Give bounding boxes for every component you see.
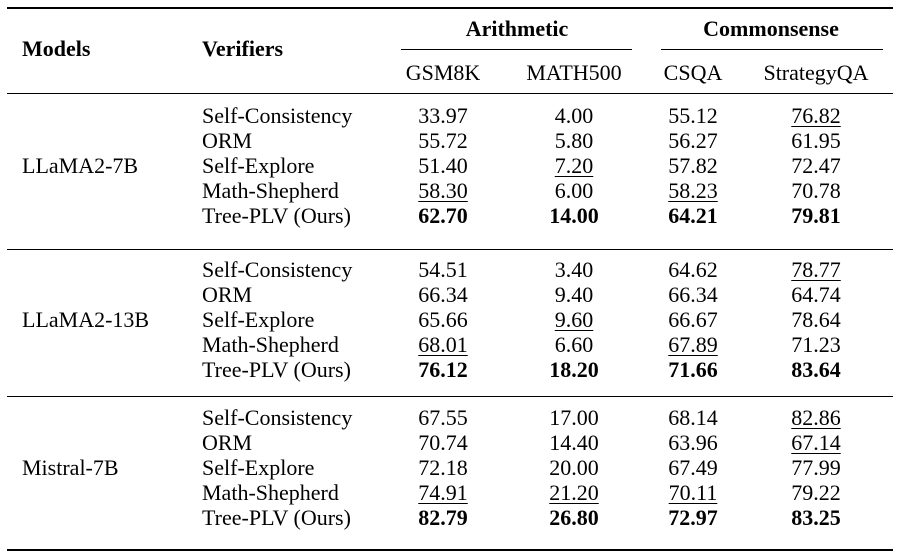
score-cell-strategyqa: 77.99	[791, 455, 841, 480]
verifier-name: Self-Explore	[202, 455, 315, 480]
score-cell-math500: 14.00	[549, 203, 599, 228]
score-cell-csqa: 57.82	[668, 153, 718, 178]
score-cell-gsm8k: 70.74	[418, 430, 468, 455]
score-cell-math500: 9.40	[554, 282, 594, 307]
score-cell-gsm8k: 68.01	[418, 332, 468, 357]
verifier-name: Math-Shepherd	[202, 332, 339, 357]
score-cell-math500: 9.60	[554, 307, 594, 332]
models-header: Models	[22, 36, 91, 61]
score-cell-csqa: 58.23	[668, 178, 718, 203]
score-cell-math500: 6.00	[554, 178, 594, 203]
score-cell-strategyqa: 82.86	[791, 405, 841, 430]
group-underline-arithmetic	[401, 49, 632, 50]
model-name: LLaMA2-13B	[22, 307, 150, 332]
block-separator-1	[7, 249, 893, 250]
verifier-name: Self-Explore	[202, 307, 315, 332]
score-cell-math500: 17.00	[549, 405, 599, 430]
verifier-name: ORM	[202, 430, 253, 455]
score-cell-math500: 7.20	[554, 153, 594, 178]
verifiers-header: Verifiers	[202, 36, 284, 61]
group-header-arithmetic: Arithmetic	[465, 16, 569, 41]
group-header-commonsense: Commonsense	[703, 16, 839, 41]
score-cell-gsm8k: 65.66	[418, 307, 468, 332]
score-cell-strategyqa: 70.78	[791, 178, 841, 203]
score-cell-csqa: 66.67	[668, 307, 718, 332]
score-cell-gsm8k: 62.70	[418, 203, 468, 228]
group-underline-commonsense	[661, 49, 883, 50]
score-cell-gsm8k: 33.97	[418, 103, 468, 128]
score-cell-gsm8k: 55.72	[418, 128, 468, 153]
score-cell-strategyqa: 83.64	[791, 357, 841, 382]
verifier-name: ORM	[202, 128, 253, 153]
score-cell-math500: 5.80	[554, 128, 594, 153]
header-rule	[7, 93, 893, 94]
score-cell-gsm8k: 76.12	[418, 357, 468, 382]
column-header-math500: MATH500	[526, 60, 622, 85]
score-cell-strategyqa: 78.64	[791, 307, 841, 332]
score-cell-gsm8k: 51.40	[418, 153, 468, 178]
top-rule	[7, 7, 893, 9]
score-cell-csqa: 67.89	[668, 332, 718, 357]
score-cell-csqa: 63.96	[668, 430, 718, 455]
score-cell-csqa: 56.27	[668, 128, 718, 153]
score-cell-strategyqa: 83.25	[791, 505, 841, 530]
verifier-name: Self-Consistency	[202, 103, 353, 128]
verifier-name: Tree-PLV (Ours)	[202, 357, 351, 382]
score-cell-strategyqa: 67.14	[791, 430, 841, 455]
score-cell-csqa: 70.11	[668, 480, 718, 505]
model-name: LLaMA2-7B	[22, 153, 139, 178]
score-cell-strategyqa: 61.95	[791, 128, 841, 153]
score-cell-math500: 26.80	[549, 505, 599, 530]
score-cell-gsm8k: 67.55	[418, 405, 468, 430]
score-cell-gsm8k: 66.34	[418, 282, 468, 307]
column-header-gsm8k: GSM8K	[405, 60, 481, 85]
score-cell-strategyqa: 79.22	[791, 480, 841, 505]
score-cell-csqa: 55.12	[668, 103, 718, 128]
score-cell-math500: 20.00	[549, 455, 599, 480]
model-name: Mistral-7B	[22, 455, 119, 480]
score-cell-csqa: 72.97	[668, 505, 718, 530]
score-cell-strategyqa: 79.81	[791, 203, 841, 228]
column-header-csqa: CSQA	[663, 60, 723, 85]
score-cell-strategyqa: 78.77	[791, 257, 841, 282]
score-cell-csqa: 71.66	[668, 357, 718, 382]
verifier-name: Tree-PLV (Ours)	[202, 505, 351, 530]
score-cell-strategyqa: 71.23	[791, 332, 841, 357]
score-cell-strategyqa: 76.82	[791, 103, 841, 128]
verifier-name: Math-Shepherd	[202, 178, 339, 203]
verifier-name: Self-Explore	[202, 153, 315, 178]
score-cell-math500: 14.40	[549, 430, 599, 455]
score-cell-math500: 21.20	[549, 480, 599, 505]
score-cell-math500: 6.60	[554, 332, 594, 357]
score-cell-gsm8k: 82.79	[418, 505, 468, 530]
block-separator-2	[7, 396, 893, 397]
score-cell-math500: 3.40	[554, 257, 594, 282]
score-cell-strategyqa: 64.74	[791, 282, 841, 307]
score-cell-math500: 4.00	[554, 103, 594, 128]
score-cell-csqa: 67.49	[668, 455, 718, 480]
verifier-name: ORM	[202, 282, 253, 307]
score-cell-math500: 18.20	[549, 357, 599, 382]
verifier-name: Self-Consistency	[202, 405, 353, 430]
score-cell-csqa: 66.34	[668, 282, 718, 307]
column-header-strategyqa: StrategyQA	[763, 60, 869, 85]
score-cell-strategyqa: 72.47	[791, 153, 841, 178]
verifier-name: Tree-PLV (Ours)	[202, 203, 351, 228]
score-cell-csqa: 64.62	[668, 257, 718, 282]
score-cell-csqa: 64.21	[668, 203, 718, 228]
score-cell-gsm8k: 74.91	[418, 480, 468, 505]
verifier-name: Self-Consistency	[202, 257, 353, 282]
verifier-name: Math-Shepherd	[202, 480, 339, 505]
score-cell-gsm8k: 58.30	[418, 178, 468, 203]
score-cell-csqa: 68.14	[668, 405, 718, 430]
score-cell-gsm8k: 72.18	[418, 455, 468, 480]
score-cell-gsm8k: 54.51	[418, 257, 468, 282]
bottom-rule	[7, 549, 893, 551]
